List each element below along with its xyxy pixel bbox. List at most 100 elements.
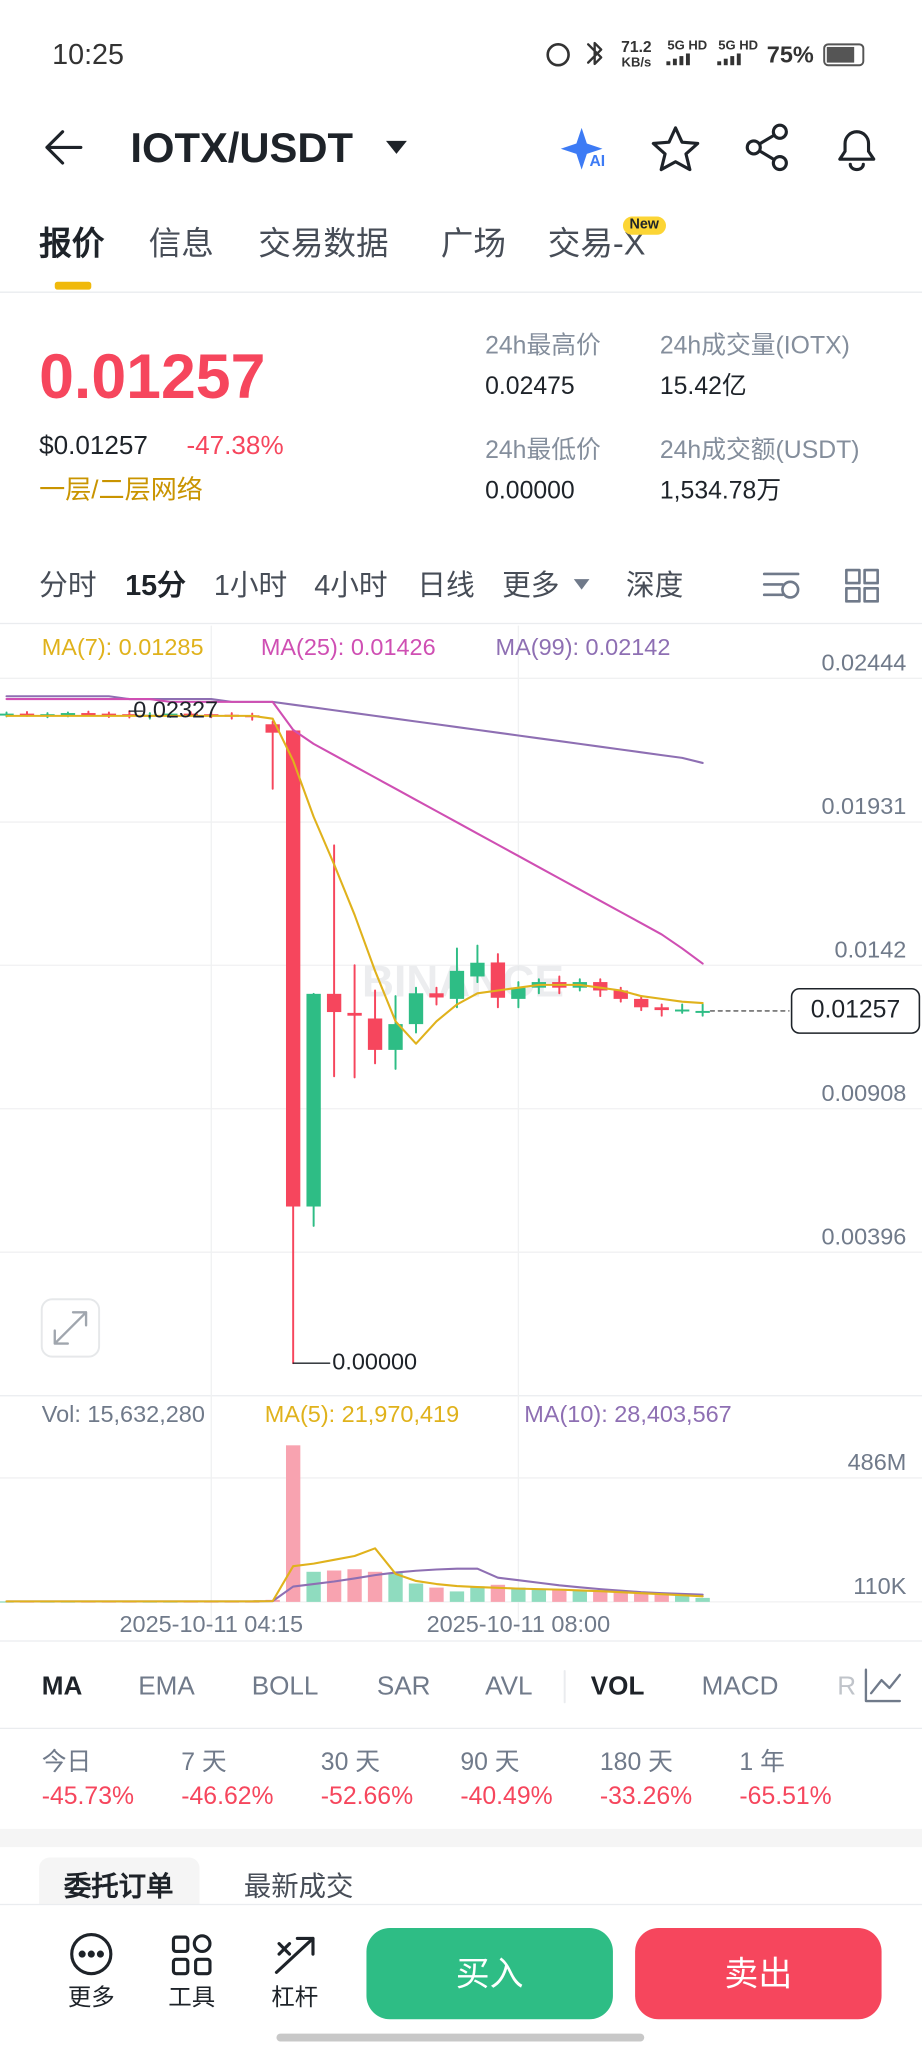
- y-tick-label: 0.00908: [821, 1080, 907, 1107]
- volume-bar: [695, 1597, 710, 1602]
- ma-legend: MA(25): 0.01426: [260, 634, 436, 661]
- candle-body: [60, 713, 76, 716]
- alerts-button[interactable]: [838, 130, 876, 172]
- signal-bar: [723, 58, 728, 66]
- indicator-tab[interactable]: VOL: [590, 1672, 645, 1702]
- current-price-label: 0.01257: [811, 996, 901, 1023]
- interval-tab[interactable]: 4小时: [314, 568, 388, 602]
- indicator-tab[interactable]: EMA: [138, 1672, 195, 1702]
- indicator-more[interactable]: [864, 1668, 902, 1703]
- candle-body: [265, 724, 280, 733]
- volume-bar: [367, 1571, 383, 1602]
- indicator-tab[interactable]: BOLL: [251, 1672, 319, 1702]
- volume-bar: [531, 1588, 547, 1602]
- candle-body: [306, 993, 321, 1207]
- volume-bar: [572, 1590, 587, 1602]
- candle-body: [634, 998, 649, 1008]
- period-label: 180 天: [599, 1748, 673, 1777]
- share-button[interactable]: [771, 123, 788, 140]
- share-dot: [745, 139, 762, 156]
- share-dot: [771, 154, 788, 172]
- interval-tab[interactable]: 分时: [39, 568, 97, 602]
- y-tick-label: 0.01931: [821, 793, 907, 820]
- buy-button[interactable]: 买入: [366, 1927, 613, 2020]
- candle-body: [429, 993, 444, 998]
- active-tab-indicator: [54, 281, 92, 290]
- layout-button[interactable]: [845, 568, 861, 585]
- ai-text: AI: [589, 153, 605, 170]
- indicator-tab[interactable]: MACD: [701, 1672, 779, 1702]
- x-tick-label: 2025-10-11 08:00: [426, 1611, 611, 1638]
- new-badge: New: [622, 217, 666, 235]
- interval-tab[interactable]: 更多: [502, 568, 560, 602]
- ma-line: [5, 695, 704, 764]
- network-tag[interactable]: 一层/二层网络: [39, 476, 203, 505]
- nav-label[interactable]: 更多: [67, 1984, 115, 2011]
- candle-body: [0, 713, 14, 716]
- layout-cell: [863, 568, 879, 585]
- more-caret: [573, 579, 590, 590]
- candle-body: [695, 1010, 710, 1013]
- ai-button[interactable]: [560, 127, 603, 170]
- period-value: -52.66%: [320, 1782, 414, 1811]
- order-tab[interactable]: 委托订单: [63, 1872, 174, 1903]
- candle-body: [163, 713, 178, 716]
- ma-line: [5, 1547, 704, 1603]
- stat-value: 0.00000: [485, 476, 575, 505]
- ma-line: [5, 698, 704, 965]
- period-label: 90 天: [460, 1748, 520, 1777]
- period-value: -46.62%: [181, 1782, 274, 1811]
- sim-signal: 5G HD: [718, 39, 759, 54]
- tab[interactable]: 信息: [148, 225, 214, 263]
- section-gap: [0, 1828, 922, 1848]
- usd-price: $0.01257: [39, 431, 148, 461]
- layout-cell: [845, 587, 861, 603]
- volume-bar: [285, 1445, 301, 1602]
- share-line: [758, 134, 775, 161]
- signal-bar: [666, 61, 671, 66]
- tab[interactable]: 广场: [440, 225, 507, 263]
- order-tab[interactable]: 最新成交: [243, 1872, 354, 1903]
- interval-tab[interactable]: 1小时: [213, 568, 288, 602]
- candle-body: [675, 1009, 690, 1012]
- indicator-tab[interactable]: AVL: [485, 1672, 533, 1702]
- pair-dropdown[interactable]: [386, 140, 407, 154]
- nav-label[interactable]: 工具: [168, 1984, 216, 2011]
- sell-button[interactable]: 卖出: [635, 1927, 882, 2020]
- battery-percent: 75%: [766, 41, 814, 69]
- dot: [87, 1950, 95, 1958]
- interval-tab[interactable]: 日线: [417, 568, 475, 602]
- indicator-tab[interactable]: MA: [41, 1672, 83, 1702]
- tools-nav-icon[interactable]: [171, 1935, 190, 1954]
- tab[interactable]: 交易数据: [258, 225, 389, 263]
- candle-body: [81, 713, 96, 716]
- interval-tab[interactable]: 深度: [625, 568, 684, 602]
- vol-legend: MA(10): 28,403,567: [524, 1401, 732, 1428]
- signal-bar: [717, 61, 722, 66]
- tab[interactable]: 报价: [39, 225, 105, 263]
- favorite-button[interactable]: [651, 126, 700, 172]
- volume-bar: [429, 1587, 444, 1602]
- pair-title[interactable]: IOTX/USDT: [130, 123, 353, 171]
- back-button[interactable]: [45, 130, 83, 165]
- vol-tick-label: 486M: [847, 1449, 907, 1476]
- interval-tab[interactable]: 15分: [125, 568, 186, 602]
- indicator-tab[interactable]: R: [837, 1672, 857, 1702]
- max-label: 0.02327: [133, 696, 218, 722]
- dot: [78, 1950, 86, 1958]
- y-tick-label: 0.02444: [821, 649, 907, 676]
- more-nav-icon[interactable]: [70, 1932, 113, 1976]
- y-tick-label: 0.0142: [834, 936, 907, 963]
- period-label: 今日: [41, 1748, 92, 1777]
- candle-body: [388, 1024, 403, 1050]
- leverage-nav-icon[interactable]: [274, 1936, 315, 1974]
- tools-cell: [194, 1957, 212, 1976]
- battery-icon: [823, 43, 865, 67]
- settings-gear: [781, 580, 800, 599]
- indicator-settings[interactable]: [762, 572, 800, 597]
- candle-body: [654, 1007, 669, 1011]
- price-change: -47.38%: [186, 431, 284, 461]
- indicator-tab[interactable]: SAR: [376, 1672, 431, 1702]
- nav-label[interactable]: 杠杆: [271, 1984, 319, 2011]
